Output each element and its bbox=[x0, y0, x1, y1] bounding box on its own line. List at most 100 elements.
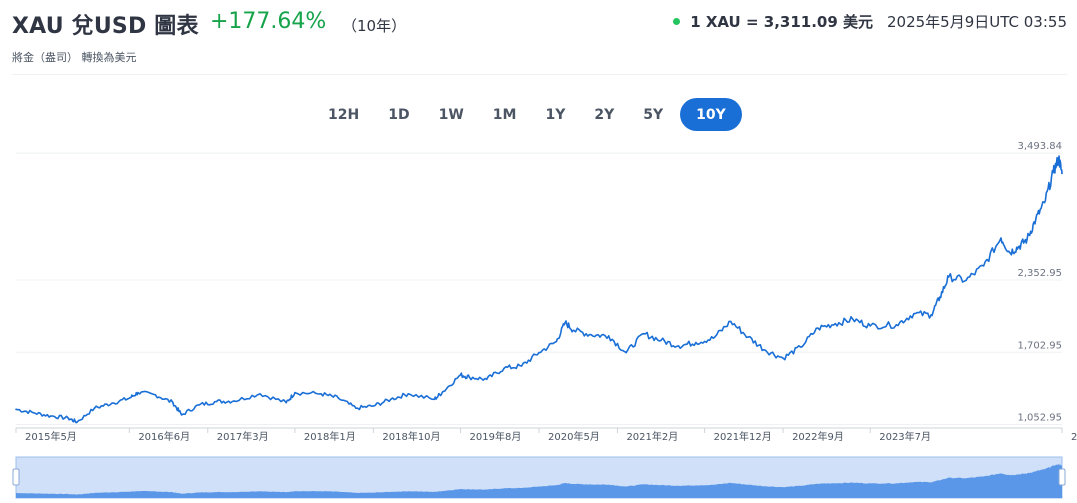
x-tick-label: 2020年5月 bbox=[548, 430, 600, 443]
range-button-1d[interactable]: 1D bbox=[376, 98, 421, 131]
data-point bbox=[294, 391, 296, 394]
x-tick-label: 2022年9月 bbox=[792, 430, 844, 443]
range-button-1y[interactable]: 1Y bbox=[533, 98, 577, 131]
data-point bbox=[32, 411, 35, 414]
data-point bbox=[939, 296, 941, 298]
data-point bbox=[834, 322, 837, 325]
data-point bbox=[1035, 218, 1037, 220]
range-selector: 12H 1D 1W 1M 1Y 2Y 5Y 10Y bbox=[316, 98, 747, 131]
data-point bbox=[285, 401, 288, 404]
y-tick-label: 3,493.84 bbox=[1017, 141, 1062, 152]
data-point bbox=[947, 276, 950, 278]
data-point bbox=[215, 400, 218, 403]
data-point bbox=[642, 332, 645, 335]
data-point bbox=[198, 404, 200, 406]
data-point bbox=[180, 414, 183, 416]
data-point bbox=[965, 279, 967, 282]
data-point bbox=[67, 417, 70, 420]
data-point bbox=[538, 351, 540, 354]
range-button-1w[interactable]: 1W bbox=[427, 98, 476, 131]
data-point bbox=[468, 376, 471, 378]
data-point bbox=[660, 339, 662, 342]
x-tick-label: 2023年7月 bbox=[879, 430, 931, 443]
data-point bbox=[372, 405, 375, 407]
data-point bbox=[1008, 251, 1011, 254]
rate-time: 2025年5月9日UTC 03:55 bbox=[887, 13, 1067, 31]
price-chart: 1,052.95 1,702.95 2,352.95 3,493.84 2015年5月 2… bbox=[12, 141, 1077, 499]
x-tick-label: 2017年3月 bbox=[217, 430, 269, 443]
data-point bbox=[459, 374, 462, 376]
y-tick-label: 1,702.95 bbox=[1017, 340, 1062, 351]
change-percent: +177.64% bbox=[210, 9, 327, 34]
data-point bbox=[1057, 157, 1060, 159]
data-point bbox=[433, 398, 436, 401]
rate-value: 1 XAU = 3,311.09 美元 bbox=[690, 13, 873, 31]
data-point bbox=[677, 345, 680, 347]
data-point bbox=[1061, 172, 1063, 175]
data-point bbox=[407, 392, 410, 395]
data-point bbox=[154, 394, 157, 396]
data-point bbox=[764, 349, 767, 352]
data-point bbox=[128, 397, 131, 400]
y-tick-label: 1,052.95 bbox=[1017, 413, 1062, 424]
data-point bbox=[747, 336, 749, 338]
navigator-handle-right[interactable] bbox=[1058, 468, 1066, 486]
data-point bbox=[233, 400, 235, 402]
data-point bbox=[852, 318, 854, 321]
data-point bbox=[625, 351, 627, 354]
x-tick-label: 2018年10月 bbox=[382, 430, 440, 443]
rate-display: 1 XAU = 3,311.09 美元 2025年5月9日UTC 03:55 bbox=[673, 11, 1067, 32]
x-tick-label: 2019年8月 bbox=[470, 430, 522, 443]
data-point bbox=[355, 407, 357, 410]
data-point bbox=[695, 341, 697, 344]
data-point bbox=[607, 335, 610, 337]
data-point bbox=[111, 402, 113, 405]
data-point bbox=[320, 392, 322, 395]
data-point bbox=[1017, 246, 1020, 248]
range-button-1m[interactable]: 1M bbox=[481, 98, 529, 131]
data-point bbox=[982, 265, 985, 267]
header: XAU 兌USD 圖表 +177.64% （10年） 1 XAU = 3,311… bbox=[12, 6, 1067, 46]
data-point bbox=[1026, 238, 1028, 240]
data-point bbox=[712, 337, 715, 339]
data-point bbox=[390, 398, 392, 401]
period-label: （10年） bbox=[342, 17, 407, 35]
range-button-2y[interactable]: 2Y bbox=[582, 98, 626, 131]
data-point bbox=[1052, 171, 1055, 174]
range-button-10y[interactable]: 10Y bbox=[680, 98, 742, 131]
x-tick-label: 2025年5月 bbox=[1071, 430, 1077, 443]
data-point bbox=[259, 392, 261, 395]
data-point bbox=[1000, 237, 1002, 239]
x-tick-label: 2021年12月 bbox=[714, 430, 772, 443]
navigator-handle-left[interactable] bbox=[12, 468, 20, 486]
data-point bbox=[564, 321, 566, 324]
data-point bbox=[782, 357, 784, 359]
x-tick-label: 2021年2月 bbox=[626, 430, 678, 443]
page-title: XAU 兌USD 圖表 bbox=[12, 14, 199, 39]
data-point bbox=[485, 378, 488, 381]
data-point bbox=[590, 334, 593, 336]
range-button-5y[interactable]: 5Y bbox=[631, 98, 675, 131]
data-point bbox=[895, 324, 898, 326]
data-point bbox=[817, 327, 819, 329]
y-tick-label: 2,352.95 bbox=[1017, 268, 1062, 279]
data-point bbox=[172, 401, 174, 404]
data-point bbox=[137, 391, 139, 394]
data-point bbox=[50, 415, 52, 417]
data-point bbox=[442, 390, 444, 393]
subtitle: 將金（盎司） 轉換為美元 bbox=[12, 51, 137, 64]
data-point bbox=[555, 340, 558, 343]
data-point bbox=[93, 407, 96, 410]
data-point bbox=[503, 367, 505, 369]
range-button-12h[interactable]: 12H bbox=[316, 98, 371, 131]
data-point bbox=[1043, 201, 1046, 204]
data-point bbox=[15, 408, 17, 411]
navigator-area bbox=[16, 463, 1062, 498]
divider bbox=[12, 74, 1067, 75]
x-tick-label: 2015年5月 bbox=[25, 430, 77, 443]
live-dot-icon bbox=[673, 18, 681, 25]
data-point bbox=[799, 346, 802, 348]
data-point bbox=[913, 312, 915, 315]
data-point bbox=[930, 314, 933, 316]
